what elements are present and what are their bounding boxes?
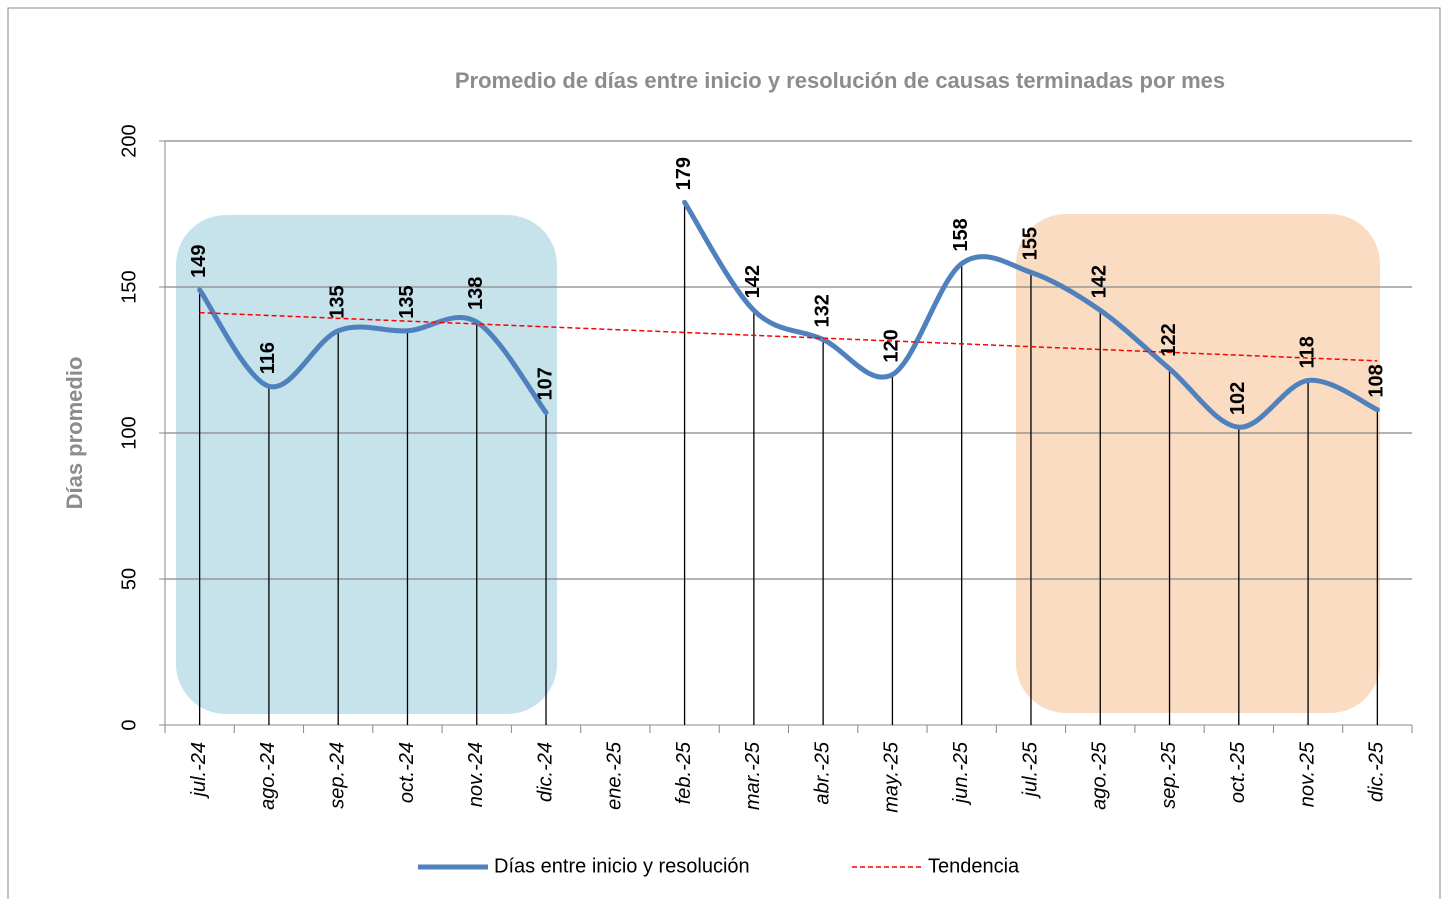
x-tick-label: nov.-25 (1296, 741, 1318, 807)
data-label: 118 (1296, 336, 1318, 368)
x-tick-label: feb.-25 (673, 741, 695, 804)
data-label: 135 (326, 285, 348, 318)
legend-label: Días entre inicio y resolución (494, 855, 750, 877)
data-label: 138 (465, 277, 487, 310)
data-label: 132 (811, 294, 833, 327)
x-tick-label: may.-25 (881, 741, 903, 813)
y-tick-label: 0 (118, 719, 140, 730)
x-tick-label: jul.-24 (188, 742, 210, 799)
series-line (197, 199, 1380, 430)
x-tick-label: ene.-25 (604, 741, 626, 810)
data-label: 107 (534, 367, 556, 400)
x-tick-label: ago.-24 (257, 742, 279, 810)
x-tick-label: abr.-25 (811, 741, 833, 805)
x-tick-label: ago.-25 (1089, 741, 1111, 810)
highlight-blue (176, 215, 557, 714)
data-label: 155 (1019, 227, 1041, 260)
y-tick-label: 150 (118, 270, 140, 303)
x-tick-label: oct.-25 (1227, 741, 1249, 803)
trend-line (199, 311, 1378, 362)
data-label: 142 (742, 265, 764, 298)
data-label: 122 (1158, 323, 1180, 356)
x-tick-label: nov.-24 (465, 742, 487, 807)
x-tick-label: dic.-25 (1366, 741, 1388, 802)
x-tick-label: dic.-24 (534, 742, 556, 802)
y-tick-label: 50 (118, 568, 140, 590)
x-tick-label: jun.-25 (950, 741, 972, 806)
data-label: 102 (1227, 382, 1249, 415)
y-tick-label: 200 (118, 124, 140, 157)
chart-title: Promedio de días entre inicio y resoluci… (455, 68, 1225, 93)
data-label: 158 (950, 218, 972, 251)
highlight-orange (1016, 214, 1380, 713)
data-label: 142 (1089, 265, 1111, 298)
data-label: 149 (188, 245, 210, 278)
data-label: 135 (396, 285, 418, 318)
x-tick-label: mar.-25 (742, 741, 764, 810)
data-label: 108 (1366, 364, 1388, 397)
data-label: 116 (257, 342, 279, 374)
x-tick-label: oct.-24 (396, 742, 418, 803)
x-tick-label: sep.-25 (1158, 741, 1180, 809)
data-label: 120 (881, 329, 903, 362)
y-tick-label: 100 (118, 416, 140, 449)
x-tick-label: jul.-25 (1019, 741, 1041, 799)
legend-label: Tendencia (928, 855, 1020, 877)
y-axis-label: Días promedio (62, 357, 87, 510)
x-tick-label: sep.-24 (326, 742, 348, 809)
data-label: 179 (673, 157, 695, 190)
